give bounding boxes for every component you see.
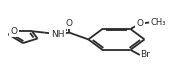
Text: NH: NH: [51, 30, 64, 39]
Text: CH₃: CH₃: [150, 18, 166, 27]
Text: Br: Br: [140, 50, 150, 59]
Text: O: O: [66, 19, 73, 28]
Text: O: O: [11, 27, 18, 36]
Text: O: O: [136, 19, 143, 28]
